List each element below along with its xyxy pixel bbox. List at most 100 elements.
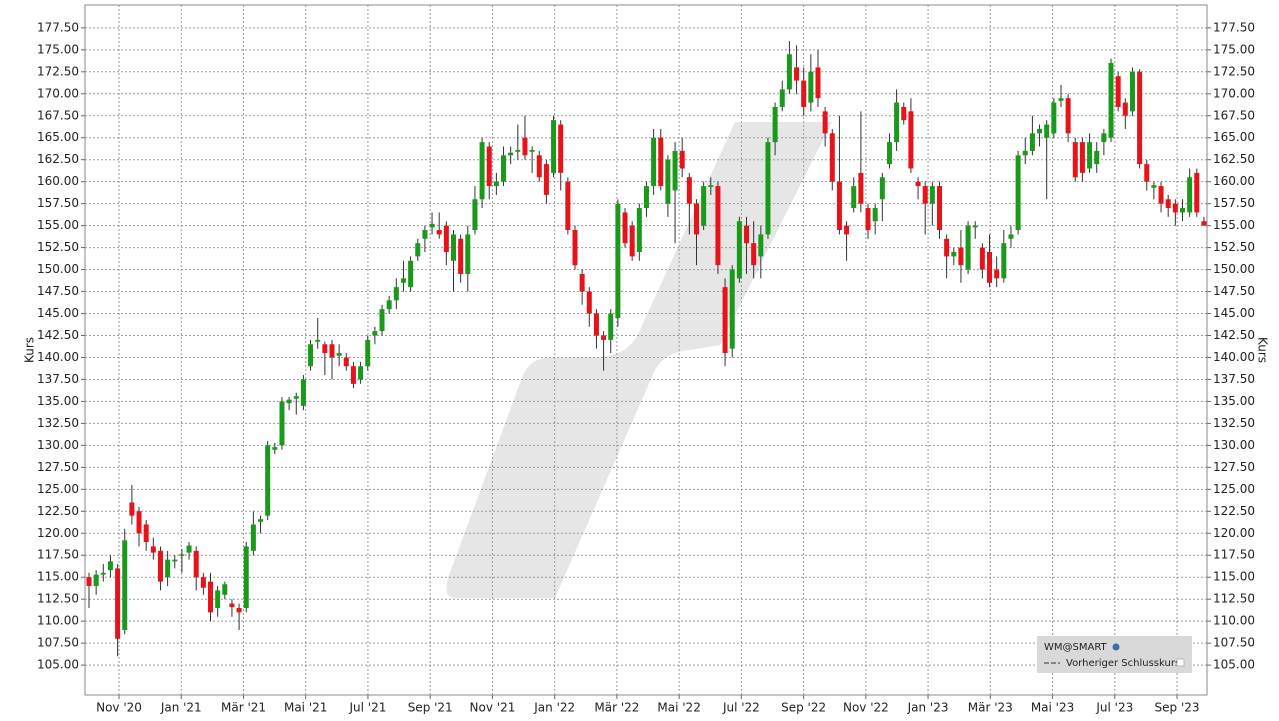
y2-tick-label: 120.00 — [1213, 526, 1255, 540]
candle-body — [1115, 76, 1121, 107]
y2-tick-label: 137.50 — [1213, 372, 1255, 386]
x-tick-label: Jul '22 — [722, 701, 760, 715]
candle-body — [658, 137, 664, 187]
candle-body — [136, 511, 142, 534]
candle-body — [529, 150, 535, 152]
candle-body — [994, 269, 1000, 279]
candle-body — [107, 561, 113, 571]
candle-body — [186, 545, 192, 553]
candle-body — [86, 577, 92, 587]
candle-body — [786, 54, 792, 90]
candle-body — [944, 238, 950, 257]
candle-body — [751, 243, 757, 266]
candle-body — [358, 366, 364, 380]
candle-body — [115, 568, 121, 639]
candle-body — [208, 581, 214, 613]
candle-body — [1144, 164, 1150, 182]
candle-body — [129, 502, 135, 516]
x-tick-label: Mär '22 — [594, 701, 639, 715]
candle-body — [601, 335, 607, 340]
y-tick-label: 142.50 — [37, 328, 79, 342]
candle-body — [308, 344, 314, 367]
candle-body — [929, 186, 935, 204]
candle-body — [472, 199, 478, 231]
candle-body — [815, 67, 821, 99]
candle-body — [758, 234, 764, 257]
candle-body — [1072, 142, 1078, 178]
candle-body — [479, 142, 485, 200]
candle-body — [486, 146, 492, 187]
candle-body — [215, 590, 221, 608]
y-tick-label: 162.50 — [37, 152, 79, 166]
x-tick-label: Jan '22 — [533, 701, 575, 715]
candle-body — [965, 225, 971, 270]
candle-body — [836, 181, 842, 231]
candle-body — [951, 251, 957, 257]
candle-body — [987, 251, 993, 283]
candle-body — [100, 572, 106, 575]
y2-axis-label: Kurs — [1256, 337, 1270, 363]
y-tick-label: 105.00 — [37, 658, 79, 672]
y-tick-label: 117.50 — [37, 548, 79, 562]
y2-tick-label: 135.00 — [1213, 394, 1255, 408]
y-tick-label: 167.50 — [37, 108, 79, 122]
legend-title: WM@SMART — [1044, 642, 1108, 653]
y-tick-label: 130.00 — [37, 438, 79, 452]
y-tick-label: 157.50 — [37, 196, 79, 210]
y2-tick-label: 162.50 — [1213, 152, 1255, 166]
candle-body — [422, 230, 428, 239]
candle-body — [693, 203, 699, 235]
candle-body — [979, 247, 985, 270]
candle-body — [415, 243, 421, 257]
candle-body — [901, 106, 907, 121]
y2-tick-label: 125.00 — [1213, 482, 1255, 496]
candle-body — [279, 401, 285, 446]
candle-body — [851, 186, 857, 209]
candle-body — [272, 447, 278, 450]
candle-body — [1201, 221, 1207, 226]
y-tick-label: 170.00 — [37, 86, 79, 100]
candle-body — [300, 379, 306, 406]
y2-tick-label: 112.50 — [1213, 592, 1255, 606]
candle-body — [794, 67, 800, 81]
y-tick-label: 177.50 — [37, 20, 79, 34]
candle-body — [222, 584, 228, 595]
candle-body — [1001, 243, 1007, 279]
candle-body — [543, 164, 549, 195]
candle-body — [894, 102, 900, 143]
candle-body — [329, 344, 335, 358]
candle-body — [1044, 124, 1050, 138]
y2-tick-label: 172.50 — [1213, 64, 1255, 78]
candle-body — [465, 234, 471, 274]
candle-body — [372, 331, 378, 336]
y2-tick-label: 145.00 — [1213, 306, 1255, 320]
legend-checkbox[interactable] — [1176, 658, 1185, 667]
candle-body — [1029, 133, 1035, 151]
candle-body — [250, 524, 256, 551]
candle-body — [293, 396, 299, 399]
y-tick-label: 140.00 — [37, 350, 79, 364]
candle-body — [265, 445, 271, 516]
y-tick-label: 137.50 — [37, 372, 79, 386]
y2-tick-label: 107.50 — [1213, 636, 1255, 650]
candle-body — [801, 80, 807, 107]
candle-body — [1022, 150, 1028, 156]
y-tick-label: 135.00 — [37, 394, 79, 408]
candle-body — [908, 111, 914, 169]
candle-body — [172, 559, 178, 562]
candle-body — [1158, 186, 1164, 204]
x-tick-label: Mär '23 — [968, 701, 1013, 715]
y-tick-label: 132.50 — [37, 416, 79, 430]
y-tick-label: 172.50 — [37, 64, 79, 78]
candle-body — [586, 291, 592, 314]
legend-item: Vorheriger Schlusskurs — [1066, 658, 1180, 669]
candle-body — [157, 550, 163, 582]
candle-body — [1037, 128, 1043, 134]
candle-body — [879, 177, 885, 200]
candle-body — [322, 344, 328, 354]
x-tick-label: Sep '22 — [781, 701, 826, 715]
candle-body — [379, 309, 385, 332]
y-tick-label: 115.00 — [37, 570, 79, 584]
watermark — [446, 122, 832, 598]
candle-body — [179, 554, 185, 556]
